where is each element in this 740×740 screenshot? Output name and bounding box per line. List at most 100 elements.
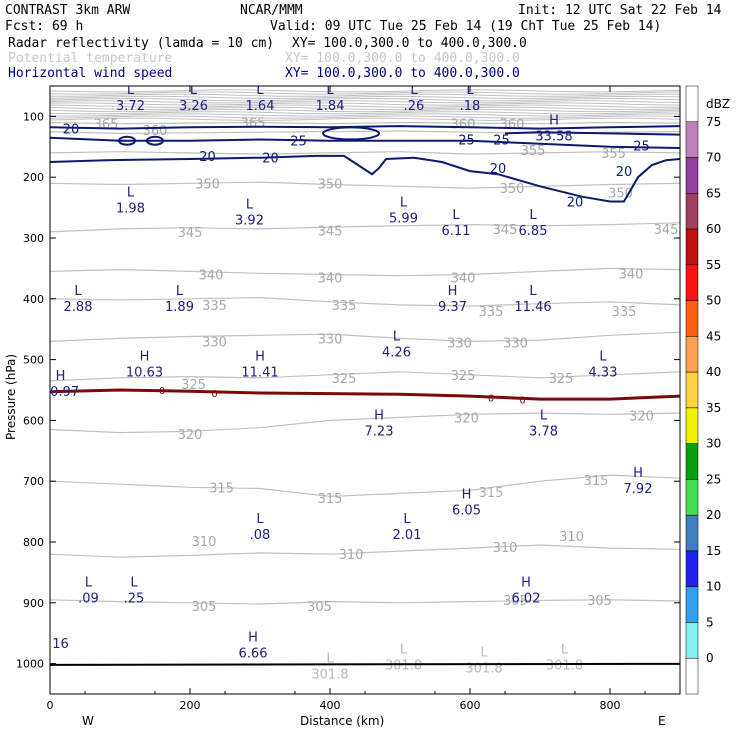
y-tick-label: 900 <box>23 597 44 610</box>
colorbar-level-label: 60 <box>706 222 721 236</box>
extremum-value: .09 <box>78 592 99 607</box>
theta-label: 305 <box>307 600 332 615</box>
theta-strat-line <box>50 108 680 113</box>
extremum-value: 1.89 <box>165 300 194 315</box>
colorbar-cell <box>685 443 699 480</box>
colorbar-level-label: 30 <box>706 437 721 451</box>
wind-label: 20 <box>490 162 507 177</box>
colorbar-cell <box>685 193 699 230</box>
theta-label: 355 <box>601 147 626 162</box>
theta-label: 345 <box>318 225 343 240</box>
extremum-value: 7.92 <box>624 482 653 497</box>
theta-350-line <box>50 181 680 189</box>
x-tick-label: 600 <box>460 699 481 712</box>
colorbar-level-label: 35 <box>706 401 721 415</box>
extremum-marker: L <box>326 652 334 667</box>
y-axis-label: Pressure (hPa) <box>4 354 18 440</box>
extremum-value: 3.72 <box>116 99 145 114</box>
extremum-marker: H <box>462 487 472 502</box>
theta-strat-line <box>50 113 680 117</box>
east-label: E <box>658 714 666 728</box>
theta-label: 315 <box>584 474 609 489</box>
y-tick-label: 500 <box>23 354 44 367</box>
colorbar-level-label: 10 <box>706 580 721 594</box>
wind-25-contour <box>50 136 680 149</box>
theta-label: 335 <box>479 305 504 320</box>
colorbar-level-label: 15 <box>706 544 721 558</box>
theta-label: 335 <box>612 305 637 320</box>
extremum-marker: L <box>393 329 401 344</box>
wind-label: 20 <box>199 150 216 165</box>
theta-label: 340 <box>451 272 476 287</box>
extremum-marker: L <box>480 646 488 661</box>
theta-label: 350 <box>500 182 525 197</box>
field-wind: Horizontal wind speed <box>8 66 172 81</box>
x-tick-label: 0 <box>47 699 54 712</box>
extremum-marker: H <box>521 576 531 591</box>
theta-320-line <box>50 412 680 434</box>
theta-label: 325 <box>451 369 476 384</box>
theta-strat-line <box>50 115 680 119</box>
wind-label: 20 <box>567 196 584 211</box>
colorbar-cell <box>685 121 699 158</box>
extremum-value: 11.41 <box>241 365 278 380</box>
colorbar-cell <box>685 479 699 516</box>
colorbar-level-label: 50 <box>706 294 721 308</box>
theta-label: 325 <box>549 372 574 387</box>
theta-label: 350 <box>318 177 343 192</box>
y-tick-label: 800 <box>23 536 44 549</box>
zero-contour-label: 0 <box>488 393 494 404</box>
model-title: CONTRAST 3km ARW <box>5 3 130 18</box>
wind-25-contour <box>504 131 680 136</box>
extremum-value: .08 <box>250 528 271 543</box>
extremum-marker: H <box>140 349 150 364</box>
extremum-value: 10.97 <box>42 385 79 400</box>
init-time: Init: 12 UTC Sat 22 Feb 14 <box>518 3 722 18</box>
theta-label: 355 <box>521 144 546 159</box>
extremum-marker: L <box>127 185 135 200</box>
theta-label: 315 <box>209 481 234 496</box>
theta-label: 350 <box>195 177 220 192</box>
x-tick-label: 400 <box>320 699 341 712</box>
theta-label: 305 <box>503 594 528 609</box>
extremum-marker: L <box>130 576 138 591</box>
extremum-value: 301.8 <box>546 659 583 674</box>
theta-strat-line <box>50 91 680 95</box>
extremum-marker: L <box>529 284 537 299</box>
zero-contour-line <box>50 388 680 401</box>
colorbar-cell <box>685 157 699 194</box>
extremum-value: 6.05 <box>452 503 481 518</box>
theta-label: 365 <box>94 118 119 133</box>
wind-core-contour <box>146 135 164 146</box>
colorbar-level-label: 55 <box>706 258 721 272</box>
extremum-marker: L <box>176 284 184 299</box>
theta-strat-line <box>50 100 680 104</box>
theta-label: 315 <box>318 492 343 507</box>
wind-label: 20 <box>616 165 633 180</box>
wind-core-contour <box>322 126 380 141</box>
theta-340-line <box>50 267 680 277</box>
theta-label: 345 <box>178 226 203 241</box>
colorbar-level-label: 45 <box>706 329 721 343</box>
colorbar-level-label: 20 <box>706 508 721 522</box>
theta-label: 320 <box>629 410 654 425</box>
theta-345-line <box>50 222 680 233</box>
colorbar-cell <box>685 336 699 373</box>
theta-label: 310 <box>339 548 364 563</box>
theta-label: 340 <box>199 268 224 283</box>
colorbar-unit: dBZ <box>706 97 730 111</box>
zero-contour-label: 0 <box>159 386 165 397</box>
x-tick-label: 800 <box>600 699 621 712</box>
extremum-value: 6.66 <box>239 646 268 661</box>
extremum-value: 3.78 <box>529 424 558 439</box>
y-tick-label: 300 <box>23 232 44 245</box>
wind-label: 25 <box>633 140 650 155</box>
extremum-value: .18 <box>460 99 481 114</box>
extremum-marker: L <box>256 83 264 98</box>
y-tick-label: 400 <box>23 293 44 306</box>
extremum-value: 301.8 <box>311 668 348 683</box>
theta-label: 335 <box>332 299 357 314</box>
theta-label: 305 <box>192 600 217 615</box>
